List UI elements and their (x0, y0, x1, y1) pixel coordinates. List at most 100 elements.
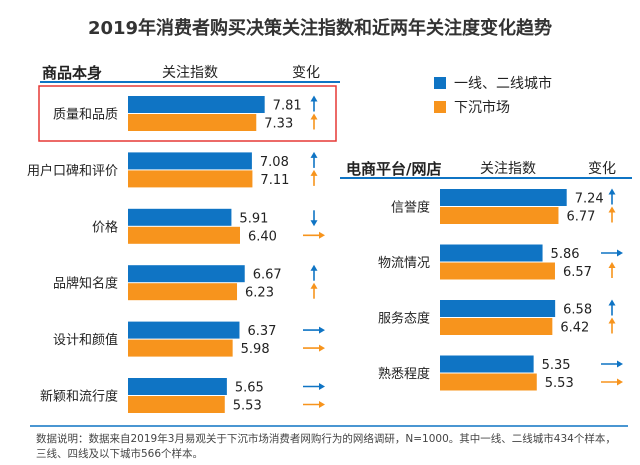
change-arrow-icon (608, 188, 616, 205)
legend-item-tier12: 一线、二线城市 (434, 73, 552, 93)
change-arrow-icon (310, 151, 318, 168)
left-change-header: 变化 (292, 65, 320, 81)
bar (440, 189, 567, 206)
change-arrow-icon-head (310, 169, 318, 176)
change-arrow-icon-head (608, 188, 616, 195)
chart-title: 2019年消费者购买决策关注指数和近两年关注度变化趋势 (87, 18, 553, 39)
left-index-header: 关注指数 (162, 65, 218, 81)
category-label: 品牌知名度 (53, 276, 118, 292)
legend-label-tier12: 一线、二线城市 (454, 76, 552, 92)
category-label: 价格 (92, 219, 118, 235)
value-label: 5.53 (233, 399, 262, 414)
value-label: 6.57 (563, 265, 592, 280)
change-arrow-icon-head (608, 206, 616, 213)
value-label: 7.11 (260, 173, 289, 188)
value-label: 6.37 (247, 324, 276, 339)
change-arrow-icon (608, 262, 616, 278)
bar (440, 318, 553, 335)
change-arrow-icon-head (319, 383, 325, 390)
change-arrow-icon (310, 95, 318, 112)
change-arrow-icon-head (310, 282, 318, 289)
change-arrow-icon (303, 231, 325, 239)
bar (440, 244, 543, 262)
value-label: 6.42 (560, 321, 589, 336)
change-arrow-icon-head (617, 249, 623, 257)
category-label: 物流情况 (378, 256, 430, 271)
value-label: 7.81 (273, 99, 302, 114)
change-arrow-icon-head (310, 95, 318, 102)
change-arrow-icon-head (608, 317, 616, 324)
value-label: 6.40 (248, 229, 277, 244)
bar (128, 339, 233, 357)
value-label: 5.91 (239, 211, 268, 226)
change-arrow-icon-head (310, 151, 318, 158)
change-arrow-icon (608, 299, 616, 316)
change-arrow-icon-head (319, 326, 325, 334)
change-arrow-icon (303, 326, 325, 334)
change-arrow-icon (601, 249, 623, 257)
legend-swatch-lower-tier (434, 101, 446, 113)
bar (440, 373, 537, 391)
change-arrow-icon-head (608, 299, 616, 306)
value-label: 5.53 (545, 376, 574, 391)
right-change-header: 变化 (588, 161, 616, 177)
value-label: 7.33 (264, 117, 293, 132)
value-label: 6.23 (245, 286, 274, 301)
bar (128, 152, 252, 170)
change-arrow-icon-head (319, 344, 325, 352)
bar (440, 207, 559, 224)
change-arrow-icon (310, 264, 318, 281)
bar (128, 208, 232, 226)
change-arrow-icon-head (617, 360, 623, 368)
value-label: 6.67 (253, 268, 282, 283)
bar (128, 114, 257, 131)
legend-label-lower-tier: 下沉市场 (454, 100, 510, 116)
category-label: 质量和品质 (53, 108, 118, 123)
change-arrow-icon-head (319, 231, 325, 239)
bar (128, 226, 240, 244)
change-arrow-icon-head (310, 113, 318, 120)
value-label: 7.24 (575, 192, 604, 207)
category-label: 设计和颜值 (53, 332, 118, 348)
bar (128, 396, 225, 413)
category-label: 熟悉程度 (378, 366, 430, 382)
change-arrow-icon-head (617, 378, 623, 386)
value-label: 5.86 (551, 247, 580, 262)
change-arrow-icon (310, 169, 318, 186)
value-label: 7.08 (260, 155, 289, 170)
data-note: 数据说明：数据来自2019年3月易观关于下沉市场消费者网购行为的网络调研，N=1… (36, 433, 616, 460)
change-arrow-icon-head (310, 264, 318, 271)
right-category-header: 电商平台/网店 (346, 160, 442, 178)
change-arrow-icon-head (310, 220, 318, 227)
highlight-box (38, 85, 337, 142)
change-arrow-icon (601, 378, 623, 386)
legend-swatch-tier12 (434, 77, 446, 89)
bar (128, 265, 245, 283)
change-arrow-icon (310, 282, 318, 299)
change-arrow-icon (310, 210, 318, 227)
value-label: 5.35 (542, 358, 571, 373)
change-arrow-icon (303, 383, 325, 390)
bar (128, 170, 253, 188)
bar (440, 300, 556, 317)
change-arrow-icon (303, 401, 325, 408)
change-arrow-icon-head (319, 401, 325, 408)
bar (128, 283, 238, 301)
category-label: 服务态度 (378, 311, 430, 327)
category-label: 信誉度 (391, 200, 430, 216)
bar (128, 321, 240, 339)
category-label: 用户口碑和评价 (27, 163, 118, 179)
change-arrow-icon (310, 113, 318, 130)
value-label: 6.58 (563, 303, 592, 318)
bar (128, 96, 265, 113)
left-category-header: 商品本身 (42, 64, 103, 82)
right-index-header: 关注指数 (480, 161, 536, 177)
value-label: 5.98 (241, 342, 270, 357)
change-arrow-icon (303, 344, 325, 352)
change-arrow-icon (608, 206, 616, 223)
bar (128, 378, 227, 395)
bar (440, 355, 534, 373)
value-label: 5.65 (235, 381, 264, 396)
